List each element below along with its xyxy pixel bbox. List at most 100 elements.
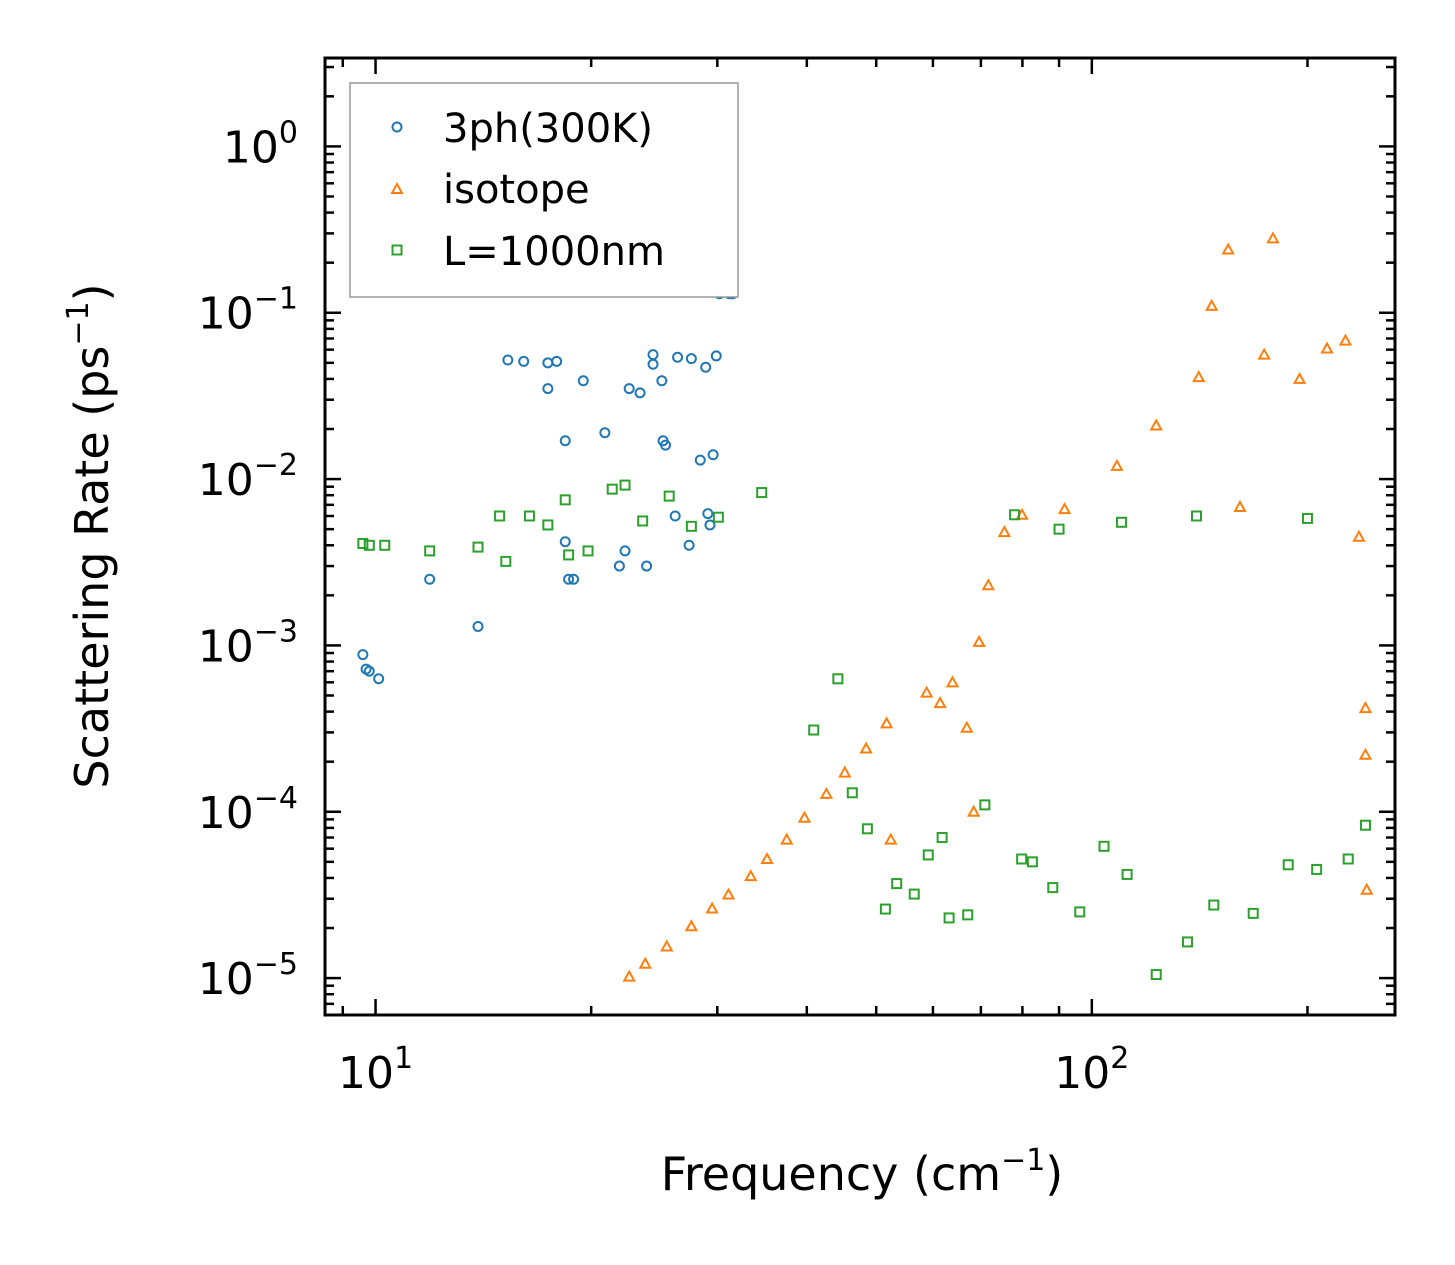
- legend-label-boundary: L=1000nm: [443, 229, 665, 275]
- data-point: [656, 375, 668, 387]
- data-point: [622, 969, 636, 982]
- data-point: [1358, 747, 1373, 760]
- data-point: [623, 383, 635, 395]
- data-point: [518, 355, 530, 367]
- data-point: [619, 545, 631, 557]
- data-point: [861, 823, 873, 835]
- series-2: [357, 479, 1371, 981]
- data-point: [660, 939, 674, 952]
- data-point: [1057, 502, 1072, 515]
- data-point: [542, 383, 554, 395]
- y-axis-label: Scattering Rate (ps−1): [61, 283, 119, 788]
- data-point: [972, 634, 986, 647]
- data-point: [1338, 333, 1353, 346]
- data-point: [1360, 882, 1374, 895]
- data-point: [1047, 882, 1059, 894]
- data-point: [599, 427, 611, 439]
- data-point: [606, 483, 618, 495]
- data-point: [1150, 969, 1162, 981]
- data-point: [1221, 242, 1235, 255]
- data-point: [647, 358, 659, 370]
- data-point: [945, 675, 960, 688]
- data-point: [997, 525, 1012, 538]
- legend: 3ph(300K) isotope L=1000nm: [349, 82, 739, 298]
- data-point: [563, 573, 575, 585]
- data-point: [700, 361, 712, 373]
- data-point: [1233, 499, 1247, 512]
- data-point: [472, 541, 484, 553]
- x-tick-label: 102: [1054, 1041, 1129, 1099]
- data-point: [704, 519, 716, 531]
- data-point: [707, 449, 719, 461]
- data-point: [619, 479, 631, 491]
- data-point: [744, 869, 758, 882]
- data-point: [1204, 298, 1219, 311]
- data-point: [780, 832, 794, 845]
- legend-label-isotope: isotope: [443, 167, 590, 213]
- data-point: [879, 903, 891, 915]
- series-1: [622, 231, 1374, 982]
- data-point: [1149, 418, 1163, 431]
- data-point: [879, 716, 894, 729]
- data-point: [660, 439, 672, 451]
- data-point: [1208, 899, 1220, 911]
- data-point: [559, 435, 571, 447]
- data-point: [559, 494, 571, 506]
- y-tick-label: 10−4: [198, 781, 298, 839]
- data-point: [979, 799, 991, 811]
- legend-marker-boundary: [391, 244, 403, 256]
- legend-marker-isotope: [390, 181, 404, 194]
- data-point: [637, 515, 649, 527]
- data-point: [908, 888, 920, 900]
- data-point: [1359, 819, 1371, 831]
- y-tick-label: 10−3: [198, 614, 298, 672]
- data-point: [981, 578, 996, 591]
- data-point: [472, 620, 484, 632]
- data-point: [721, 887, 736, 900]
- data-point: [683, 539, 695, 551]
- data-point: [832, 673, 844, 685]
- data-point: [943, 912, 955, 924]
- y-tick-label: 100: [223, 115, 298, 173]
- data-point: [373, 673, 385, 685]
- data-point: [613, 560, 625, 572]
- data-point: [859, 741, 873, 754]
- data-point: [1311, 863, 1323, 875]
- x-axis-label: Frequency (cm−1): [661, 1143, 1064, 1201]
- plot-frame: [323, 56, 1397, 1017]
- legend-label-3ph: 3ph(300K): [443, 106, 653, 152]
- data-point: [838, 765, 852, 778]
- data-point: [1074, 906, 1086, 918]
- data-point: [1301, 512, 1313, 524]
- marks-layer: [357, 231, 1374, 982]
- data-point: [357, 649, 369, 661]
- data-point: [1358, 701, 1373, 714]
- data-point: [634, 387, 646, 399]
- data-point: [819, 786, 834, 799]
- data-point: [1110, 458, 1124, 471]
- data-point: [551, 355, 563, 367]
- data-point: [1191, 510, 1203, 522]
- data-point: [542, 519, 554, 531]
- data-point: [922, 849, 934, 861]
- ticks-layer: 101 102 100 10−1 10−2 10−3 10−4 10−5: [198, 58, 1395, 1099]
- data-point: [1009, 509, 1021, 521]
- data-point: [884, 832, 898, 845]
- data-point: [424, 545, 436, 557]
- data-point: [1247, 907, 1259, 919]
- data-point: [702, 508, 714, 520]
- data-point: [672, 351, 684, 363]
- data-point: [577, 375, 589, 387]
- data-point: [1192, 370, 1206, 383]
- data-point: [962, 909, 974, 921]
- data-point: [1121, 868, 1133, 880]
- data-point: [379, 539, 391, 551]
- data-point: [641, 560, 653, 572]
- data-point: [1266, 231, 1280, 244]
- y-tick-label: 10−5: [198, 947, 298, 1005]
- data-point: [357, 537, 369, 549]
- data-point: [638, 956, 652, 969]
- data-point: [363, 539, 375, 551]
- data-point: [808, 724, 820, 736]
- data-point: [1053, 523, 1065, 535]
